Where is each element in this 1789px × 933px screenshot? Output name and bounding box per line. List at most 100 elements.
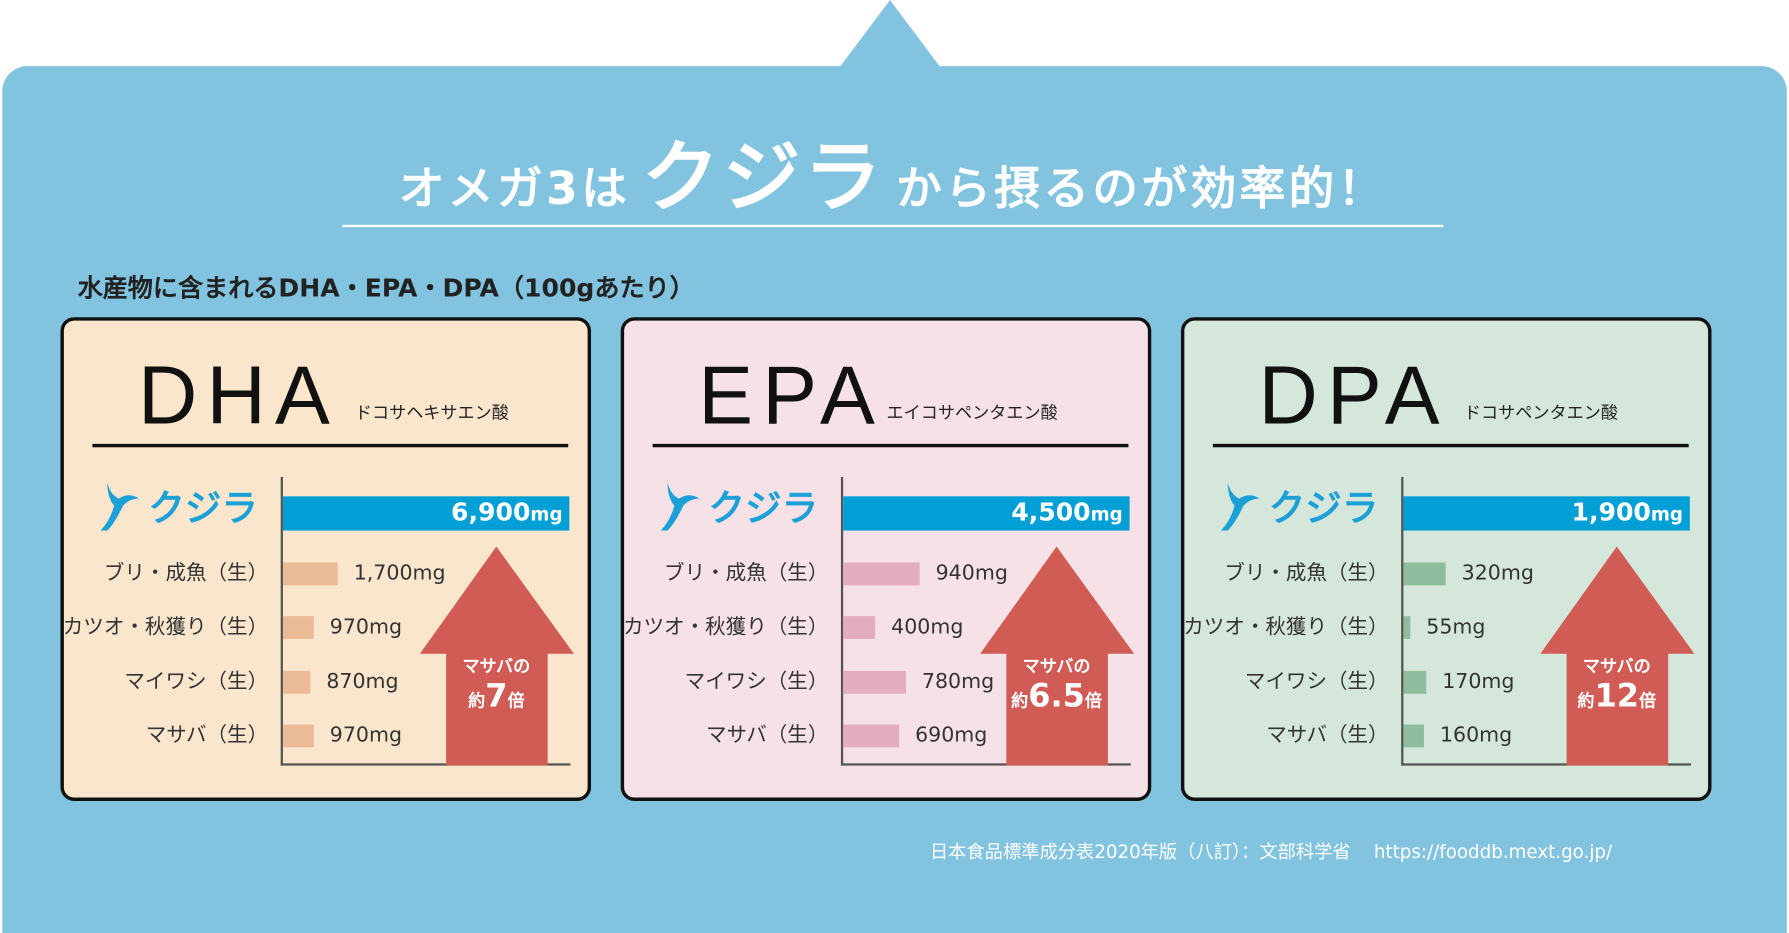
nutrient-name: EPA: [698, 350, 884, 442]
value-bar: [282, 562, 338, 586]
whale-label: クジラ: [1268, 486, 1379, 530]
data-row: カツオ・秋獲り（生） 55mg: [1183, 614, 1708, 641]
subtitle: 水産物に含まれるDHA・EPA・DPA（100gあたり）: [77, 274, 695, 304]
fish-label: カツオ・秋獲り（生）: [1183, 614, 1389, 639]
comparison-multiplier: 7: [485, 676, 508, 715]
value-bar: [843, 724, 900, 748]
data-row: ブリ・成魚（生） 940mg: [624, 560, 1148, 587]
footer-source: 日本食品標準成分表2020年版（八訂）：文部科学省 https://fooddb…: [930, 836, 1612, 863]
whale-logo: クジラ: [658, 480, 819, 531]
value-label: 170mg: [1442, 669, 1515, 694]
value-bar: [843, 562, 920, 586]
headline-highlight: クジラ: [641, 133, 885, 224]
value-bar: [843, 670, 906, 694]
whale-logo: クジラ: [98, 480, 258, 531]
comparison-label: マサバの 約7倍: [447, 652, 545, 716]
value-bar: [1403, 562, 1446, 586]
fish-label: マイワシ（生）: [1244, 669, 1389, 694]
headline-pre: オメガ3は: [398, 163, 631, 216]
comparison-multiplier: 6.5: [1028, 676, 1085, 715]
x-axis: [1401, 763, 1691, 766]
data-row: マサバ（生） 970mg: [64, 722, 588, 749]
comparison-suffix: 倍: [507, 690, 525, 711]
comparison-label: マサバの約6.5倍: [1008, 652, 1106, 716]
value-bar: [1403, 670, 1427, 694]
data-row: ブリ・成魚（生） 320mg: [1184, 560, 1708, 587]
nutrient-card-epa: EPA エイコサペンタエン酸 クジラ 4,500mg ブリ・成魚（生） 940m…: [620, 317, 1152, 801]
data-row: マサバ（生） 690mg: [624, 722, 1148, 749]
value-label: 690mg: [915, 723, 988, 748]
headline-underline: [342, 224, 1444, 228]
comparison-suffix: 倍: [1084, 690, 1102, 711]
fish-label: マサバ（生）: [1266, 723, 1389, 748]
divider: [652, 443, 1129, 448]
data-row: マイワシ（生） 870mg: [64, 669, 588, 696]
value-label: 1,700mg: [353, 561, 446, 586]
value-bar: [843, 616, 876, 639]
headline: オメガ3は クジラ から摂るのが効率的！: [342, 114, 1443, 227]
comparison-line1: マサバの: [1022, 656, 1091, 677]
whale-bar: 4,500mg: [843, 496, 1130, 531]
comparison-multiplier: 12: [1594, 676, 1640, 715]
fish-label: ブリ・成魚（生）: [1224, 561, 1389, 586]
y-axis: [1401, 476, 1404, 766]
value-label: 160mg: [1439, 723, 1513, 748]
value-label: 320mg: [1461, 561, 1534, 586]
value-label: 55mg: [1426, 614, 1486, 639]
x-axis: [280, 763, 571, 766]
data-row: ブリ・成魚（生） 1,700mg: [64, 560, 588, 587]
comparison-line1: マサバの: [1582, 656, 1651, 677]
whale-tail-icon: [100, 482, 140, 531]
value-label: 780mg: [921, 669, 995, 694]
nutrient-full-name: ドコサペンタエン酸: [1463, 402, 1618, 424]
whale-tail-icon: [1220, 482, 1260, 531]
up-arrow-icon: [1540, 546, 1695, 766]
source-text: 日本食品標準成分表2020年版（八訂）：文部科学省: [929, 840, 1351, 863]
data-row: カツオ・秋獲り（生） 970mg: [62, 614, 588, 641]
fish-label: ブリ・成魚（生）: [664, 561, 829, 586]
data-row: マイワシ（生） 170mg: [1184, 669, 1708, 696]
whale-unit: mg: [530, 503, 563, 525]
nutrient-full-name: ドコサヘキサエン酸: [354, 402, 509, 424]
comparison-prefix: 約: [1577, 690, 1595, 711]
source-url[interactable]: https://fooddb.mext.go.jp/: [1373, 840, 1613, 863]
value-label: 400mg: [891, 614, 964, 639]
fish-label: マサバ（生）: [145, 723, 269, 748]
whale-value: 4,500: [1011, 498, 1091, 528]
up-arrow-icon: [419, 546, 574, 766]
speech-pointer: [838, 0, 942, 69]
nutrient-name: DHA: [138, 350, 339, 442]
whale-value: 1,900: [1571, 498, 1651, 528]
value-bar: [282, 670, 311, 694]
value-bar: [1403, 724, 1424, 748]
value-label: 870mg: [326, 669, 399, 694]
data-row: カツオ・秋獲り（生） 400mg: [623, 614, 1148, 641]
whale-unit: mg: [1090, 503, 1123, 525]
whale-label: クジラ: [708, 486, 819, 530]
x-axis: [840, 763, 1131, 766]
comparison-prefix: 約: [468, 690, 486, 711]
divider: [1212, 443, 1689, 448]
value-label: 940mg: [935, 561, 1008, 586]
data-row: マサバ（生） 160mg: [1184, 722, 1708, 749]
fish-label: ブリ・成魚（生）: [103, 561, 269, 586]
fish-label: カツオ・秋獲り（生）: [62, 614, 269, 639]
fish-label: マサバ（生）: [705, 723, 829, 748]
value-label: 970mg: [329, 614, 403, 639]
value-bar: [282, 616, 314, 639]
fish-label: マイワシ（生）: [124, 669, 269, 694]
whale-value: 6,900: [451, 498, 531, 528]
up-arrow-icon: [980, 546, 1135, 766]
nutrient-card-dpa: DPA ドコサペンタエン酸 クジラ 1,900mg ブリ・成魚（生） 320mg…: [1180, 317, 1712, 801]
headline-post: から摂るのが効率的！: [896, 163, 1387, 216]
value-label: 970mg: [329, 723, 403, 748]
value-bar: [282, 724, 314, 748]
comparison-prefix: 約: [1011, 690, 1029, 711]
nutrient-full-name: エイコサペンタエン酸: [886, 402, 1058, 424]
value-bar: [1403, 616, 1411, 639]
comparison-label: マサバの 約12倍: [1568, 652, 1666, 716]
whale-label: クジラ: [148, 486, 258, 530]
fish-label: マイワシ（生）: [684, 669, 829, 694]
whale-bar: 1,900mg: [1403, 496, 1690, 531]
